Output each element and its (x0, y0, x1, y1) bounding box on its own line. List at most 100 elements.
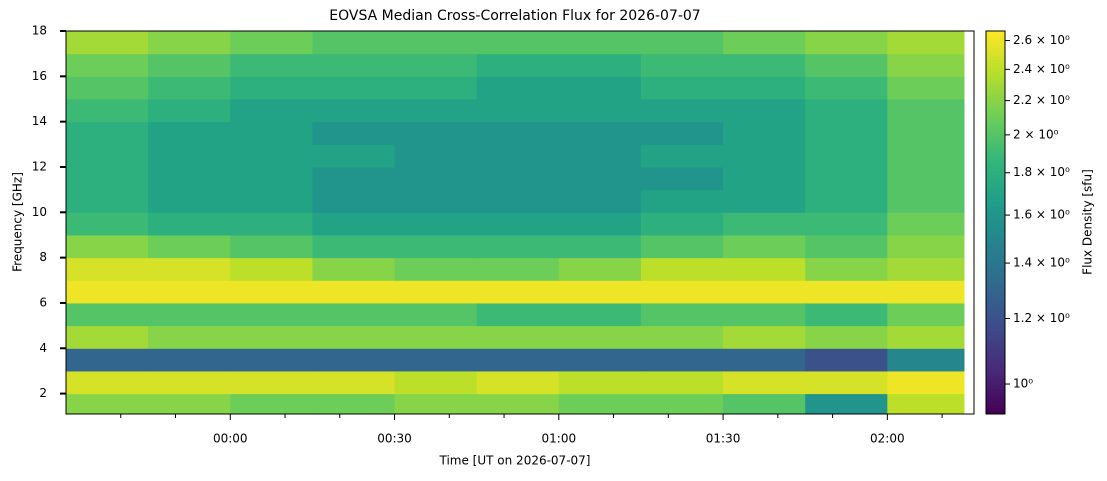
heatmap-cell (312, 234, 396, 259)
heatmap-cell (476, 348, 560, 372)
heatmap-cell (640, 257, 724, 281)
heatmap-cell (640, 280, 724, 304)
heatmap-cell (66, 31, 149, 55)
heatmap-cell (394, 144, 478, 168)
colorbar-tick-label: 2.6 × 10⁰ (1013, 33, 1070, 47)
y-tick-label: 8 (39, 250, 47, 264)
heatmap-cell (312, 166, 396, 191)
heatmap-cell (394, 234, 478, 259)
colorbar-segment (986, 283, 1005, 287)
colorbar-segment (986, 289, 1005, 294)
colorbar-segment (986, 404, 1005, 409)
colorbar-segment (986, 206, 1005, 211)
heatmap-cell (66, 76, 149, 100)
heatmap-cell (805, 348, 888, 372)
heatmap-cell (805, 76, 888, 100)
heatmap-cell (66, 348, 149, 372)
heatmap-cell (148, 144, 231, 168)
colorbar-tick-label: 1.6 × 10⁰ (1013, 208, 1070, 222)
colorbar-segment (986, 123, 1005, 128)
colorbar-segment (986, 324, 1005, 329)
colorbar-segment (986, 251, 1005, 255)
colorbar-segment (986, 257, 1005, 262)
heatmap-cell (66, 166, 149, 191)
y-tick-label: 10 (32, 205, 47, 219)
heatmap-cell (476, 144, 560, 168)
heatmap-cell (887, 234, 965, 259)
colorbar-segment (986, 216, 1005, 220)
heatmap-cell (312, 280, 396, 304)
heatmap-cell (476, 76, 560, 100)
heatmap-cell (640, 393, 724, 415)
colorbar-segment (986, 155, 1005, 160)
colorbar-segment (986, 165, 1005, 169)
heatmap-cell (887, 325, 965, 349)
heatmap-cell (148, 53, 231, 77)
colorbar-segment (986, 145, 1005, 150)
heatmap-cell (558, 393, 642, 415)
colorbar-segment (986, 356, 1005, 361)
heatmap-cell (312, 189, 396, 213)
heatmap-cell (148, 31, 231, 55)
colorbar-segment (986, 104, 1005, 109)
colorbar-segment (986, 78, 1005, 83)
colorbar-segment (986, 401, 1005, 405)
heatmap-cell (312, 393, 396, 415)
colorbar-segment (986, 168, 1005, 172)
colorbar-segment (986, 37, 1005, 42)
heatmap-cell (312, 31, 396, 55)
plot-frame (65, 30, 975, 415)
colorbar-segment (986, 72, 1005, 77)
x-tick-label: 00:30 (377, 432, 412, 446)
heatmap-cell (723, 31, 806, 55)
heatmap-cell (148, 280, 231, 304)
heatmap-cell (230, 76, 313, 100)
colorbar-segment (986, 254, 1005, 259)
heatmap-cell (805, 302, 888, 327)
colorbar-segment (986, 359, 1005, 364)
heatmap-cell (394, 53, 478, 77)
colorbar-segment (986, 337, 1005, 342)
colorbar-segment (986, 152, 1005, 156)
heatmap-cell (558, 98, 642, 123)
colorbar-segment (986, 398, 1005, 402)
colorbar-segment (986, 66, 1005, 70)
heatmap-cell (394, 302, 478, 327)
y-tick-label: 14 (32, 114, 47, 128)
colorbar-segment (986, 350, 1005, 354)
colorbar-segment (986, 91, 1005, 96)
heatmap-cell (476, 98, 560, 123)
colorbar-segment (986, 385, 1005, 389)
heatmap-cell (394, 189, 478, 213)
heatmap-cell (640, 166, 724, 191)
heatmap-cell (66, 393, 149, 415)
heatmap-cell (887, 189, 965, 213)
colorbar-segment (986, 286, 1005, 291)
heatmap-cell (230, 302, 313, 327)
heatmap-cell (148, 348, 231, 372)
colorbar-segment (986, 305, 1005, 310)
heatmap-cell (148, 370, 231, 395)
heatmap-cell (312, 212, 396, 236)
heatmap-cell (476, 280, 560, 304)
heatmap-cell (558, 144, 642, 168)
heatmap-cell (230, 144, 313, 168)
heatmap-cell (66, 234, 149, 259)
heatmap-cell (66, 144, 149, 168)
heatmap-cell (476, 370, 560, 395)
heatmap-cell (723, 393, 806, 415)
y-tick-label: 18 (32, 24, 47, 38)
colorbar-segment (986, 308, 1005, 313)
heatmap-cell (558, 166, 642, 191)
colorbar-segment (986, 196, 1005, 201)
y-tick-label: 4 (39, 341, 47, 355)
colorbar-segment (986, 366, 1005, 370)
heatmap-cell (805, 393, 888, 415)
heatmap-cell (558, 31, 642, 55)
heatmap-cell (805, 234, 888, 259)
heatmap-cell (723, 325, 806, 349)
colorbar-segment (986, 407, 1005, 412)
colorbar-segment (986, 88, 1005, 93)
heatmap-cell (230, 31, 313, 55)
